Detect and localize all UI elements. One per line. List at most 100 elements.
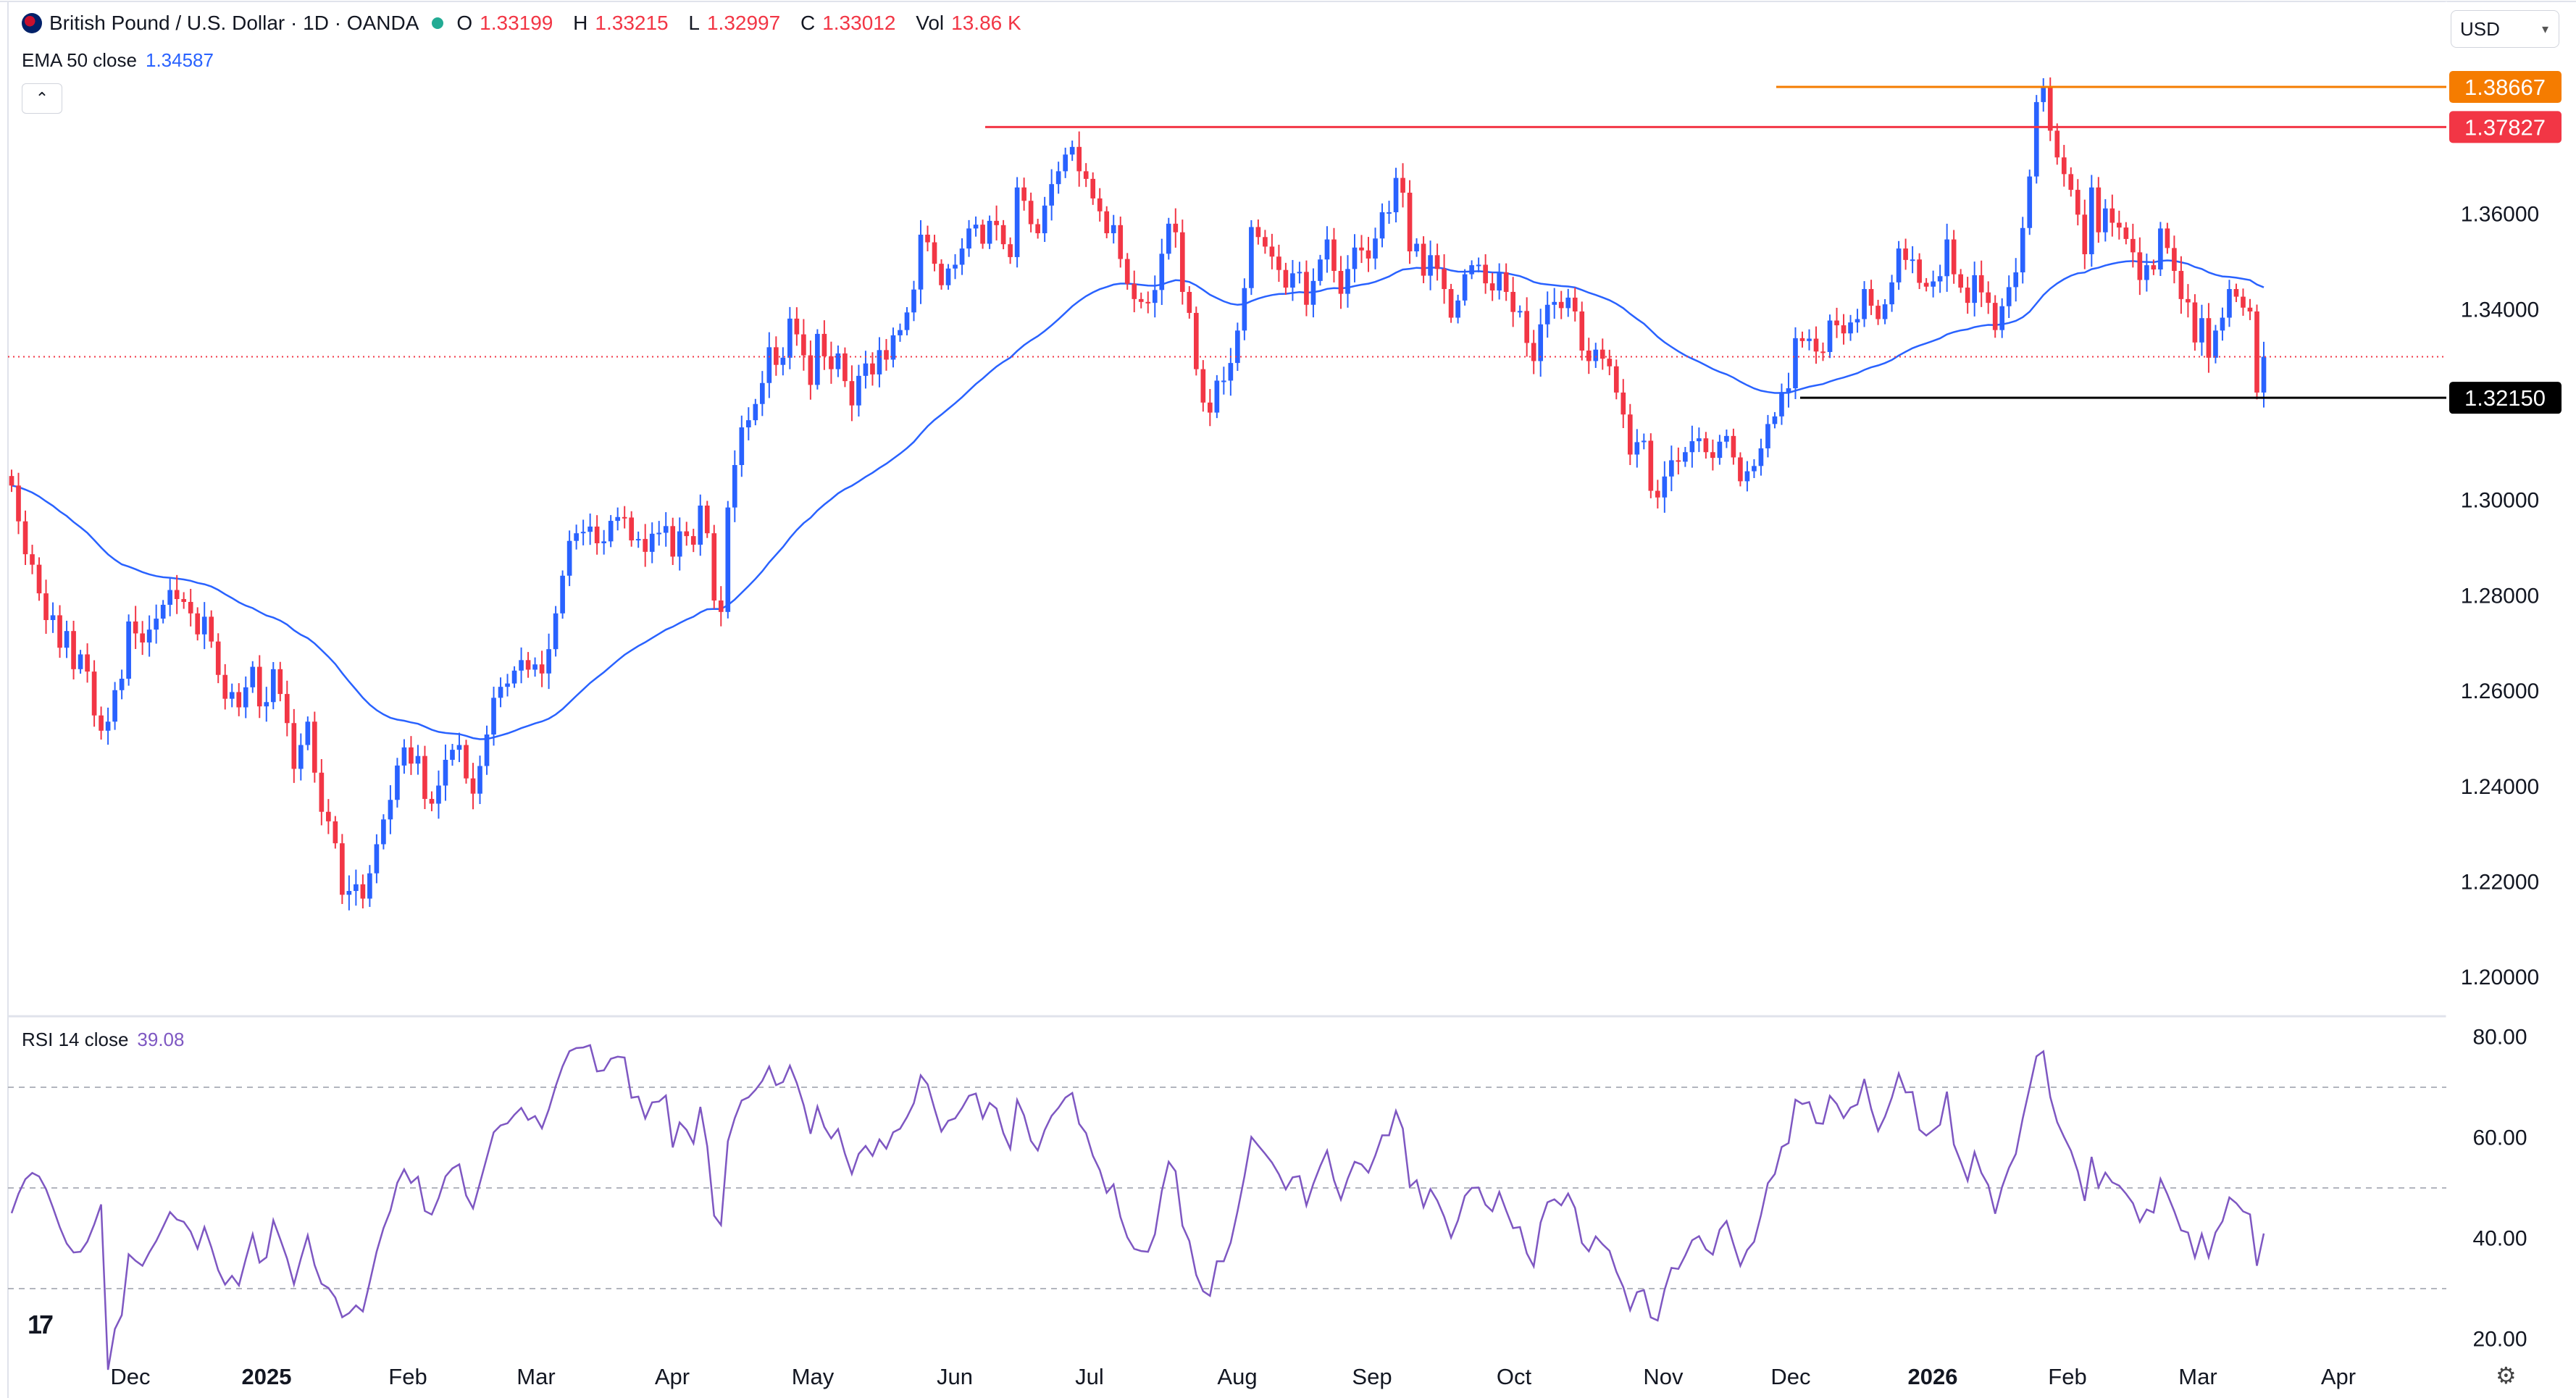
- candle-body[interactable]: [1786, 388, 1791, 393]
- candle-body[interactable]: [1820, 351, 1826, 353]
- candle-body[interactable]: [643, 539, 648, 552]
- candle-body[interactable]: [2130, 238, 2136, 253]
- candle-body[interactable]: [580, 532, 586, 534]
- candle-body[interactable]: [1200, 369, 1206, 403]
- candle-body[interactable]: [333, 821, 338, 844]
- candle-body[interactable]: [250, 666, 256, 687]
- rsi-14-line[interactable]: [10, 1044, 2265, 1370]
- candle-body[interactable]: [1903, 248, 1908, 260]
- candle-body[interactable]: [298, 745, 304, 769]
- candle-body[interactable]: [1145, 301, 1151, 304]
- candle-body[interactable]: [2220, 317, 2225, 331]
- candle-body[interactable]: [1414, 243, 1419, 252]
- candle-body[interactable]: [146, 629, 152, 643]
- candle-body[interactable]: [725, 507, 731, 612]
- candle-body[interactable]: [574, 533, 579, 541]
- candle-body[interactable]: [1173, 223, 1179, 233]
- candle-body[interactable]: [470, 778, 476, 794]
- candle-body[interactable]: [71, 631, 76, 669]
- candle-body[interactable]: [1097, 198, 1103, 212]
- tradingview-logo-icon[interactable]: 17: [28, 1310, 54, 1339]
- candle-body[interactable]: [663, 526, 669, 533]
- candle-body[interactable]: [1387, 212, 1392, 214]
- candle-body[interactable]: [436, 785, 441, 804]
- candle-body[interactable]: [1896, 248, 1902, 282]
- candle-body[interactable]: [429, 798, 435, 804]
- candle-body[interactable]: [229, 692, 235, 699]
- candle-body[interactable]: [1669, 460, 1674, 477]
- candle-body[interactable]: [2109, 208, 2115, 223]
- candle-body[interactable]: [57, 615, 62, 648]
- candle-body[interactable]: [1193, 312, 1199, 369]
- candle-body[interactable]: [2254, 311, 2259, 393]
- candle-body[interactable]: [925, 234, 930, 243]
- candle-body[interactable]: [326, 811, 331, 821]
- candle-body[interactable]: [1497, 272, 1502, 291]
- candle-body[interactable]: [973, 225, 979, 229]
- candle-body[interactable]: [877, 350, 882, 374]
- candle-body[interactable]: [374, 844, 380, 874]
- candle-body[interactable]: [85, 654, 90, 672]
- candle-body[interactable]: [36, 564, 42, 594]
- candle-body[interactable]: [1028, 201, 1034, 225]
- candle-body[interactable]: [1434, 255, 1440, 269]
- candle-body[interactable]: [1703, 438, 1709, 453]
- candle-body[interactable]: [808, 355, 814, 385]
- candle-body[interactable]: [760, 382, 765, 404]
- candle-body[interactable]: [140, 633, 145, 643]
- candle-body[interactable]: [1799, 338, 1805, 341]
- candle-body[interactable]: [22, 521, 28, 555]
- candle-body[interactable]: [1359, 247, 1364, 251]
- candle-body[interactable]: [456, 745, 462, 750]
- candle-body[interactable]: [594, 526, 600, 543]
- candle-body[interactable]: [1972, 275, 1978, 304]
- candle-body[interactable]: [739, 427, 745, 466]
- candle-body[interactable]: [64, 631, 70, 648]
- candle-body[interactable]: [959, 248, 965, 265]
- candle-body[interactable]: [201, 616, 207, 635]
- candle-body[interactable]: [1345, 269, 1350, 294]
- candle-body[interactable]: [1476, 264, 1481, 267]
- candle-body[interactable]: [1366, 250, 1371, 259]
- candle-body[interactable]: [1373, 238, 1378, 259]
- candle-body[interactable]: [1593, 349, 1599, 361]
- candle-body[interactable]: [1318, 259, 1323, 281]
- candle-body[interactable]: [415, 755, 421, 764]
- candle-body[interactable]: [787, 318, 793, 358]
- candle-body[interactable]: [1854, 319, 1860, 323]
- candle-body[interactable]: [360, 884, 366, 899]
- candle-body[interactable]: [256, 666, 262, 707]
- candle-body[interactable]: [553, 613, 559, 650]
- candle-body[interactable]: [1937, 276, 1943, 282]
- candle-body[interactable]: [1531, 343, 1536, 361]
- candle-body[interactable]: [560, 575, 565, 614]
- collapse-legend-button[interactable]: ⌃: [22, 83, 62, 114]
- candle-body[interactable]: [1255, 227, 1261, 238]
- candle-body[interactable]: [388, 800, 393, 820]
- candle-body[interactable]: [491, 698, 496, 735]
- candle-body[interactable]: [1992, 303, 1998, 330]
- candle-body[interactable]: [1558, 301, 1564, 309]
- candle-body[interactable]: [270, 669, 276, 703]
- candle-body[interactable]: [1421, 243, 1426, 276]
- candle-body[interactable]: [78, 654, 83, 669]
- candle-body[interactable]: [1235, 330, 1240, 364]
- candle-body[interactable]: [1407, 193, 1413, 252]
- candle-body[interactable]: [1263, 237, 1268, 247]
- candle-body[interactable]: [1544, 304, 1550, 325]
- candle-body[interactable]: [1304, 272, 1309, 305]
- candle-body[interactable]: [2192, 302, 2198, 343]
- candle-body[interactable]: [1166, 223, 1171, 254]
- candle-body[interactable]: [884, 350, 889, 360]
- candle-body[interactable]: [1834, 320, 1839, 326]
- candle-body[interactable]: [1752, 466, 1757, 472]
- candle-body[interactable]: [766, 347, 772, 383]
- candle-body[interactable]: [780, 357, 786, 365]
- candle-body[interactable]: [1565, 297, 1571, 309]
- candle-body[interactable]: [1118, 225, 1124, 259]
- candle-body[interactable]: [1744, 471, 1750, 482]
- candle-body[interactable]: [174, 590, 180, 600]
- candle-body[interactable]: [732, 465, 737, 508]
- candle-body[interactable]: [1986, 292, 1991, 304]
- candle-body[interactable]: [2020, 227, 2025, 272]
